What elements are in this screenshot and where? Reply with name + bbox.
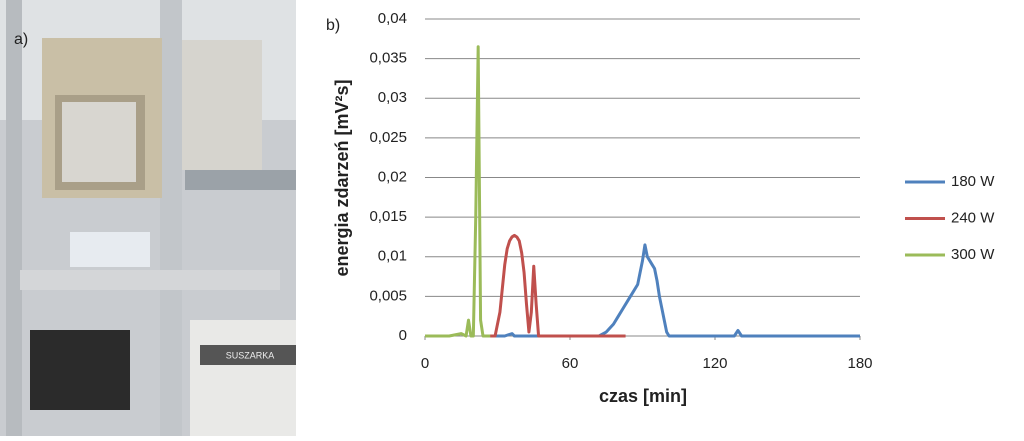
y-tick-label: 0 — [399, 327, 407, 344]
y-tick-label: 0,04 — [378, 10, 407, 27]
x-tick-label: 120 — [702, 355, 727, 372]
y-tick-label: 0,01 — [378, 248, 407, 265]
line-series — [487, 233, 626, 338]
photo-label: SUSZARKA — [226, 350, 275, 360]
x-tick-label: 60 — [562, 355, 579, 372]
legend-label: 180 W — [951, 173, 995, 190]
legend-label: 300 W — [951, 246, 995, 263]
y-tick-label: 0,03 — [378, 89, 407, 106]
panel-label: b) — [326, 17, 340, 34]
x-axis-title: czas [min] — [599, 386, 687, 406]
legend-label: 240 W — [951, 209, 995, 226]
x-tick-label: 180 — [847, 355, 872, 372]
y-tick-label: 0,035 — [369, 50, 407, 67]
x-tick-label: 0 — [421, 355, 429, 372]
line-series — [425, 45, 491, 338]
line-series — [492, 243, 860, 338]
y-tick-label: 0,015 — [369, 208, 407, 225]
y-axis-title: energia zdarzeń [mV²s] — [332, 79, 352, 276]
y-tick-label: 0,025 — [369, 129, 407, 146]
photo: SUSZARKA a) — [0, 0, 296, 436]
panel-label: a) — [14, 31, 28, 48]
y-tick-label: 0,02 — [378, 168, 407, 185]
y-tick-label: 0,005 — [369, 287, 407, 304]
